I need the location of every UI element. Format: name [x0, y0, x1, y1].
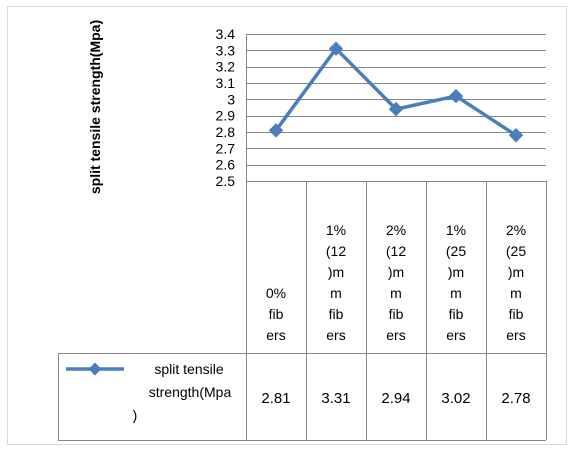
- category-label: 2% (12)m m fib ers: [386, 222, 406, 343]
- category-label: 1% (25)m m fib ers: [446, 222, 466, 343]
- y-tick-label: 2.8: [216, 124, 236, 140]
- data-table-value: 2.78: [501, 390, 530, 407]
- y-tick-label: 3.3: [216, 42, 236, 58]
- y-tick-label: 3.2: [216, 59, 236, 75]
- data-point-marker: [328, 41, 344, 56]
- chart-border: [7, 6, 567, 445]
- legend-label: split tensile strength(Mpa): [133, 361, 232, 423]
- y-tick-label: 2.6: [216, 157, 236, 173]
- y-tick-label: 3.4: [216, 26, 236, 42]
- y-axis-label: split tensile strength(Mpa): [87, 20, 103, 194]
- series-line-path: [274, 46, 517, 137]
- data-point-marker: [388, 101, 404, 117]
- y-tick-label: 2.5: [216, 173, 236, 189]
- y-tick-labels: 2.52.62.72.82.933.13.23.33.4: [216, 26, 236, 189]
- y-tick-label: 2.7: [216, 140, 236, 156]
- data-table-value: 2.81: [261, 390, 290, 407]
- legend: split tensile strength(Mpa): [66, 361, 231, 423]
- y-tick-label: 3: [227, 91, 235, 107]
- y-tick-label: 2.9: [216, 108, 236, 124]
- data-point-marker: [448, 88, 464, 104]
- data-point-marker: [268, 123, 284, 138]
- gridlines: [246, 34, 546, 182]
- data-table-value: 3.31: [321, 390, 350, 407]
- data-table: [58, 181, 547, 441]
- data-table-value: 2.94: [381, 390, 410, 407]
- data-table-value: 3.02: [441, 390, 470, 407]
- series-line: [268, 41, 524, 143]
- category-label: 2% (25)m m fib ers: [506, 222, 526, 343]
- data-point-marker: [508, 128, 524, 143]
- category-label: 0% fib ers: [266, 285, 286, 343]
- category-labels: 0% fib ers 1% (12)m m fib ers 2% (12)m m fib ers 1% (2…: [266, 222, 526, 343]
- category-label: 1% (12)m m fib ers: [326, 222, 346, 343]
- data-table-values: 2.81 3.31 2.94 3.02 2.78: [261, 390, 530, 407]
- legend-marker: [88, 362, 102, 376]
- chart-area-border: [7, 6, 567, 445]
- y-tick-label: 3.1: [216, 75, 236, 91]
